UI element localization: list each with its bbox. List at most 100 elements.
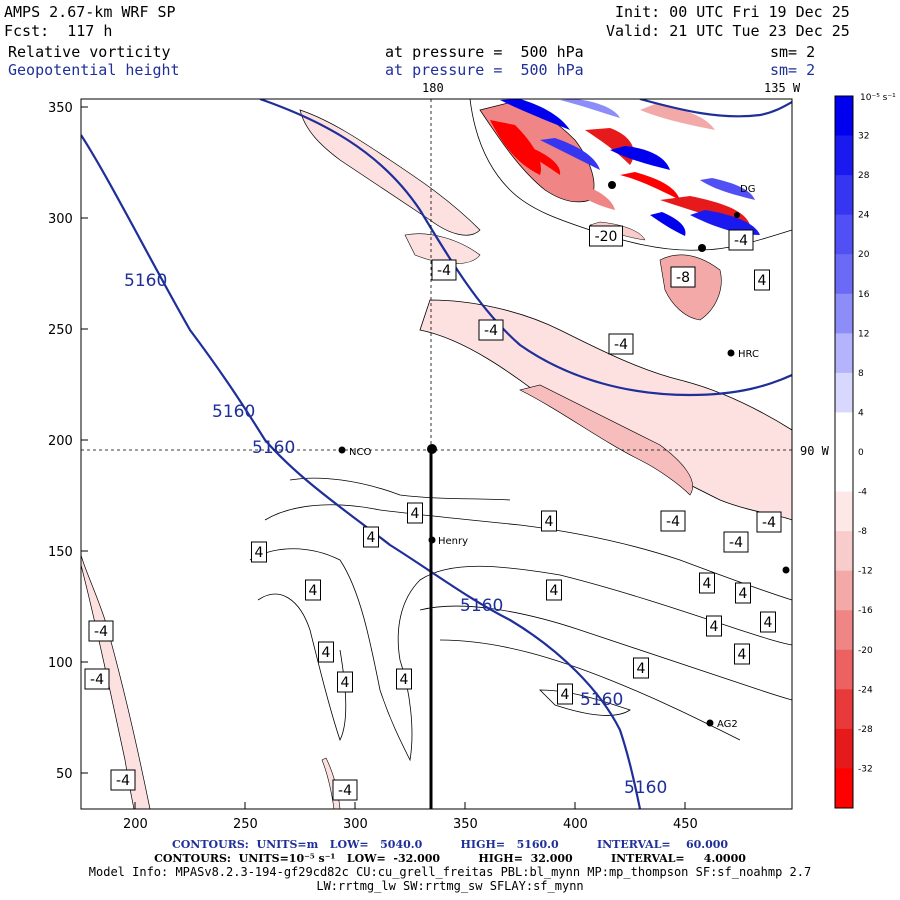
pressure-geopotential: at pressure = 500 hPa <box>385 61 584 79</box>
vorticity-label-text: -4 <box>734 233 748 249</box>
colorbar-swatch <box>835 491 853 532</box>
colorbar-tick-label: -12 <box>858 567 873 577</box>
colorbar: 32 28 24 20 16 12 8 4 0 -4 -8 -12 -16 -20 -24 -28 -32 <box>834 95 873 809</box>
colorbar-tick-label: 32 <box>858 132 869 142</box>
vorticity-label: -4 <box>88 620 114 642</box>
vorticity-label-box <box>660 510 686 532</box>
vorticity-negative-band-inner <box>519 384 693 496</box>
model-title: AMPS 2.67-km WRF SP <box>4 3 176 21</box>
colorbar-swatch <box>835 372 853 413</box>
vorticity-label: 4 <box>699 572 715 594</box>
colorbar-tick-label: -28 <box>858 725 873 735</box>
colorbar-border <box>834 95 854 809</box>
vorticity-label-box <box>754 269 770 291</box>
vorticity-label: -4 <box>110 769 136 791</box>
vorticity-positive-contours <box>249 477 792 762</box>
vorticity-label-box <box>478 319 504 341</box>
vorticity-label-box <box>670 266 696 288</box>
colorbar-tick-label: -8 <box>858 527 867 537</box>
vorticity-label: 4 <box>735 582 751 604</box>
station-label-henry: Henry <box>438 536 468 547</box>
smoothing-geopotential: sm= 2 <box>770 61 816 79</box>
vorticity-label-box <box>84 668 110 690</box>
vorticity-label: -4 <box>660 510 686 532</box>
vorticity-label: -4 <box>478 319 504 341</box>
vorticity-label-text: 4 <box>550 583 559 599</box>
colorbar-tick-label: 4 <box>858 408 864 418</box>
colorbar-swatch <box>835 570 853 611</box>
colorbar-tick-label: 28 <box>858 171 870 181</box>
vorticity-label-text: 4 <box>400 672 409 688</box>
vorticity-label-text: 4 <box>341 675 350 691</box>
height-label: 5160 <box>124 271 167 291</box>
vorticity-label: 4 <box>251 541 267 563</box>
smoothing-vorticity: sm= 2 <box>770 43 816 61</box>
vorticity-label-box <box>546 579 562 601</box>
vorticity-label-box <box>332 779 358 801</box>
vorticity-label: -20 <box>589 225 623 247</box>
footer-model-info: Model Info: MPASv8.2.3-194-gf29cd82c CU:… <box>88 865 812 879</box>
colorbar-swatch <box>835 293 853 334</box>
footer-physics: LW:rrtmg_lw SW:rrtmg_sw SFLAY:sf_mynn <box>316 879 584 893</box>
colorbar-swatch <box>835 728 853 769</box>
vorticity-label: 4 <box>760 611 776 633</box>
station-label-ag2: AG2 <box>717 719 738 730</box>
y-tick-label: 150 <box>48 545 73 560</box>
meridian-label-90w: 90 W <box>800 444 830 458</box>
stations <box>338 349 790 727</box>
colorbar-swatch <box>835 412 853 453</box>
colorbar-swatch <box>835 333 853 374</box>
vorticity-label-text: -4 <box>762 515 776 531</box>
vorticity-label-box <box>760 611 776 633</box>
vorticity-label: -4 <box>84 668 110 690</box>
vorticity-label-text: 4 <box>255 545 264 561</box>
vorticity-label-box <box>541 510 557 532</box>
colorbar-tick-label: -32 <box>858 764 873 774</box>
vorticity-label: 4 <box>541 510 557 532</box>
meridian-label-180: 180 <box>422 81 444 95</box>
vorticity-label-box <box>734 643 750 665</box>
vorticity-label-box <box>337 671 353 693</box>
y-tick-label: 250 <box>48 323 73 338</box>
height-label: 5160 <box>624 778 667 798</box>
vorticity-label-box <box>363 526 379 548</box>
vorticity-label-text: 4 <box>703 576 712 592</box>
station-dot-nco <box>338 446 346 454</box>
colorbar-tick-label: 0 <box>858 448 864 458</box>
footer-contours-height: CONTOURS: UNITS=m LOW= 5040.0 HIGH= 5160… <box>171 838 729 851</box>
meridian-label-135w: 135 W <box>764 81 801 95</box>
colorbar-tick-label: 24 <box>858 211 870 221</box>
height-label: 5160 <box>212 402 255 422</box>
vorticity-label: -8 <box>670 266 696 288</box>
x-tick-label: 400 <box>563 817 588 832</box>
vorticity-active-region <box>469 99 792 252</box>
y-tick-label: 50 <box>56 767 73 782</box>
x-tick-label: 300 <box>343 817 368 832</box>
colorbar-tick-label: -16 <box>858 606 873 616</box>
vorticity-label-text: 4 <box>710 619 719 635</box>
vorticity-label: -4 <box>723 531 749 553</box>
vorticity-label: 4 <box>407 502 423 524</box>
colorbar-swatch <box>835 768 853 809</box>
vorticity-label-text: -4 <box>729 535 743 551</box>
vorticity-label-box <box>407 502 423 524</box>
vorticity-label: 4 <box>318 641 334 663</box>
vorticity-label-box <box>608 333 634 355</box>
x-tick-label: 450 <box>673 817 698 832</box>
vorticity-label-box <box>756 511 782 533</box>
colorbar-tick-label: -4 <box>858 488 867 498</box>
y-tick-label: 300 <box>48 212 73 227</box>
colorbar-tick-label: -24 <box>858 685 873 695</box>
vorticity-label-text: -4 <box>437 263 451 279</box>
vorticity-label-text: -4 <box>666 514 680 530</box>
station-dot-edge <box>782 566 790 574</box>
vorticity-label: -4 <box>608 333 634 355</box>
vorticity-label-box <box>251 541 267 563</box>
colorbar-swatch <box>835 175 853 216</box>
station-label-hrc: HRC <box>738 349 759 360</box>
vorticity-label-text: 4 <box>309 583 318 599</box>
vorticity-label-text: -8 <box>676 270 690 286</box>
vorticity-label-box <box>431 259 457 281</box>
vorticity-label-box <box>633 657 649 679</box>
colorbar-tick-label: -20 <box>858 646 873 656</box>
